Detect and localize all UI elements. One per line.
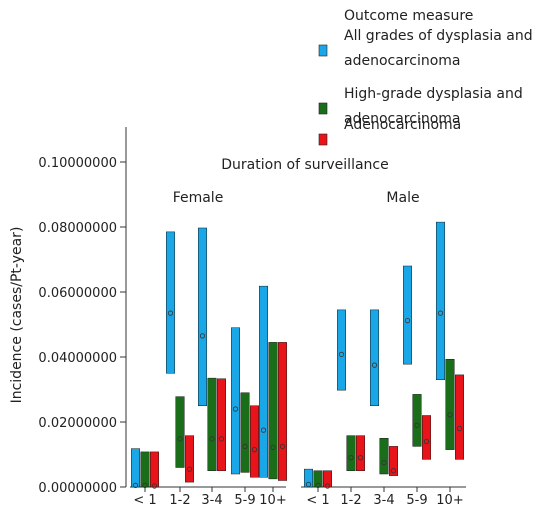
- legend-swatch: [318, 133, 328, 146]
- x-tick-label: 1-2: [340, 493, 361, 508]
- range-bar: [140, 451, 150, 488]
- facet-title: Duration of surveillance: [221, 157, 388, 173]
- legend-entry-label: All grades of dysplasia and: [344, 28, 533, 44]
- point-estimate-marker: [260, 427, 267, 433]
- panels: Female < 1 1-2 3-4 5-9 10+ Male < 1 1-2 3-4 5-9 10+: [130, 190, 466, 508]
- x-tick-label: 5-9: [234, 493, 255, 508]
- range-bar: [185, 435, 194, 483]
- point-estimate-marker: [423, 438, 430, 445]
- range-bar: [455, 374, 464, 460]
- range-bar: [278, 342, 287, 481]
- y-axis: 0.00000000 0.02000000 0.04000000 0.06000000…: [38, 127, 127, 496]
- legend-entry-label: adenocarcinoma: [344, 53, 460, 69]
- point-estimate-marker: [338, 351, 345, 357]
- y-axis-title: Incidence (cases/Pt-year): [9, 227, 25, 404]
- range-bar: [436, 221, 445, 380]
- y-tick-label: 0.10000000: [38, 156, 117, 171]
- range-bar: [198, 227, 207, 406]
- range-bar: [412, 394, 422, 447]
- panel-label: Male: [386, 190, 419, 206]
- legend-title: Outcome measure: [344, 8, 473, 24]
- x-tick-label: 3-4: [201, 493, 222, 508]
- point-estimate-marker: [437, 310, 444, 316]
- range-bar: [356, 435, 365, 471]
- legend-entry-label: Adenocarcinoma: [344, 117, 461, 133]
- point-estimate-marker: [151, 483, 158, 489]
- point-estimate-marker: [324, 483, 331, 489]
- range-bar: [240, 392, 250, 473]
- range-bar: [166, 231, 175, 374]
- range-bar: [445, 359, 455, 450]
- range-bar: [337, 309, 346, 391]
- legend: Outcome measure All grades of dysplasia …: [318, 8, 533, 146]
- point-estimate-marker: [167, 310, 174, 316]
- point-estimate-marker: [414, 422, 420, 428]
- point-estimate-marker: [447, 412, 453, 418]
- point-estimate-marker: [251, 447, 258, 453]
- range-bar: [422, 415, 431, 460]
- x-tick-label: 10+: [259, 493, 286, 508]
- legend-swatch: [318, 44, 328, 57]
- range-bar: [346, 435, 356, 471]
- range-bar: [268, 342, 278, 480]
- point-estimate-marker: [305, 481, 312, 487]
- range-bar: [217, 378, 226, 471]
- point-estimate-marker: [348, 455, 354, 461]
- legend-entry-label: adenocarcinoma: [344, 111, 460, 127]
- range-bar: [323, 470, 332, 488]
- point-estimate-marker: [456, 425, 463, 432]
- range-bar: [304, 468, 313, 488]
- x-tick-label: < 1: [133, 493, 156, 508]
- range-bar: [250, 405, 259, 478]
- range-bar: [379, 438, 389, 475]
- point-estimate-marker: [315, 482, 321, 488]
- range-bar: [175, 396, 185, 468]
- point-estimate-marker: [209, 436, 215, 442]
- range-bar: [231, 327, 240, 475]
- range-bar: [313, 470, 323, 488]
- point-estimate-marker: [371, 362, 378, 368]
- point-estimate-marker: [404, 317, 411, 324]
- point-estimate-marker: [279, 443, 286, 449]
- y-tick-label: 0.02000000: [38, 416, 117, 431]
- range-bar: [403, 265, 412, 365]
- panel-label: Female: [173, 190, 224, 206]
- point-estimate-marker: [381, 460, 387, 466]
- legend-entry-label: High-grade dysplasia and: [344, 86, 523, 102]
- range-bar: [259, 285, 268, 478]
- legend-swatch: [318, 102, 328, 115]
- x-tick-label: < 1: [306, 493, 329, 508]
- range-bar: [389, 446, 398, 476]
- y-tick-label: 0.08000000: [38, 221, 117, 236]
- point-estimate-marker: [242, 443, 248, 449]
- x-tick-label: 1-2: [169, 493, 190, 508]
- panel-male: Male < 1 1-2 3-4 5-9 10+: [301, 190, 466, 508]
- x-tick-label: 3-4: [373, 493, 394, 508]
- x-tick-label: 5-9: [406, 493, 427, 508]
- y-tick-label: 0.04000000: [38, 351, 117, 366]
- range-bar: [131, 448, 140, 488]
- panel-female: Female < 1 1-2 3-4 5-9 10+: [130, 190, 287, 508]
- point-estimate-marker: [270, 444, 276, 450]
- y-tick-label: 0.00000000: [38, 481, 117, 496]
- range-bar: [370, 309, 379, 406]
- point-estimate-marker: [390, 468, 397, 474]
- point-estimate-marker: [177, 436, 183, 442]
- x-tick-label: 10+: [436, 493, 463, 508]
- point-estimate-marker: [357, 455, 364, 461]
- point-estimate-marker: [132, 482, 139, 488]
- point-estimate-marker: [186, 466, 193, 472]
- point-estimate-marker: [199, 333, 206, 339]
- point-estimate-marker: [218, 436, 225, 442]
- y-tick-label: 0.06000000: [38, 286, 117, 301]
- range-bar: [150, 451, 159, 488]
- range-bar: [207, 377, 217, 471]
- point-estimate-marker: [232, 406, 239, 412]
- point-estimate-marker: [142, 482, 148, 488]
